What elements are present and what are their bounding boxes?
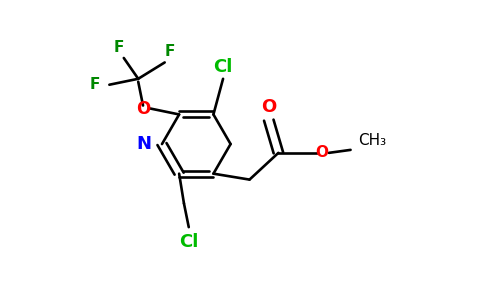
Text: Cl: Cl [179,233,198,251]
Text: F: F [114,40,124,55]
Text: Cl: Cl [213,58,233,76]
Text: O: O [261,98,276,116]
Text: F: F [90,77,100,92]
Text: O: O [136,100,150,118]
Text: N: N [136,135,151,153]
Text: O: O [315,146,328,160]
Text: F: F [165,44,175,59]
Text: CH₃: CH₃ [358,134,386,148]
